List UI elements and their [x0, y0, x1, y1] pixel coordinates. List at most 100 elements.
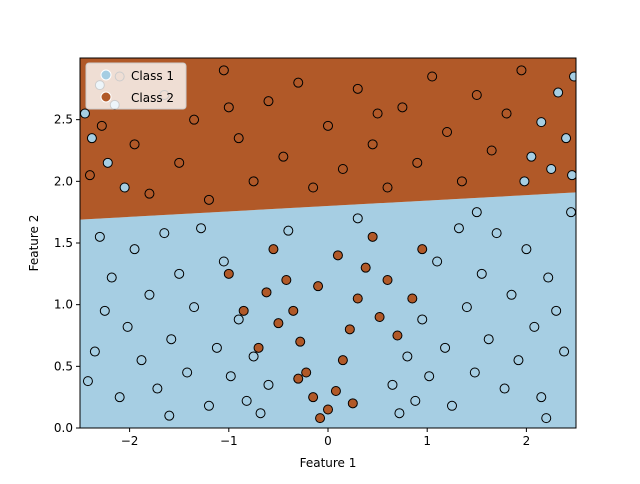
point-class-1	[233, 314, 244, 325]
point-class-2	[144, 188, 155, 199]
point-class-1	[569, 71, 576, 82]
legend: Class 1 Class 2	[85, 62, 187, 110]
point-class-2	[332, 250, 343, 261]
point-class-1	[546, 164, 557, 174]
point-class-2	[323, 404, 333, 415]
point-class-2	[397, 102, 408, 113]
point-class-1	[440, 342, 451, 353]
point-class-2	[367, 139, 378, 150]
point-class-1	[182, 367, 193, 378]
y-tick-label: 0.0	[54, 421, 73, 435]
point-class-1	[521, 244, 532, 255]
point-class-2	[347, 398, 358, 409]
point-class-2	[263, 96, 274, 107]
x-tick-label: −2	[121, 434, 139, 448]
point-class-1	[553, 87, 564, 98]
point-class-1	[159, 228, 170, 239]
point-class-1	[283, 225, 294, 236]
point-class-2	[174, 157, 185, 168]
point-class-1	[559, 346, 570, 357]
point-class-2	[323, 120, 333, 131]
point-class-1	[387, 379, 398, 390]
point-class-2	[301, 367, 312, 378]
point-class-1	[506, 289, 517, 300]
point-class-1	[248, 351, 259, 362]
point-class-1	[402, 351, 413, 362]
point-class-1	[410, 395, 421, 406]
point-class-2	[352, 293, 363, 304]
point-class-2	[407, 293, 418, 304]
point-class-1	[241, 395, 252, 406]
point-class-2	[223, 102, 234, 113]
point-class-2	[501, 108, 512, 119]
point-class-1	[166, 334, 177, 345]
point-class-1	[144, 289, 155, 300]
point-class-2	[253, 342, 264, 353]
decision-regions	[80, 58, 576, 428]
point-class-1	[218, 256, 229, 267]
point-class-1	[152, 383, 163, 394]
point-class-2	[427, 71, 438, 82]
point-class-2	[330, 386, 341, 396]
legend-label-class-2: Class 2	[131, 91, 174, 105]
point-class-1	[447, 400, 457, 411]
point-class-2	[189, 114, 200, 125]
point-class-1	[561, 133, 572, 144]
point-class-1	[453, 223, 464, 234]
point-class-2	[352, 83, 363, 94]
y-tick-label: 2.5	[54, 113, 73, 127]
point-class-1	[513, 355, 524, 366]
point-class-2	[516, 65, 527, 76]
point-class-1	[519, 176, 530, 187]
point-class-2	[456, 176, 467, 187]
point-class-1	[82, 376, 93, 387]
x-tick-label: −1	[220, 434, 238, 448]
point-class-2	[382, 182, 393, 193]
point-class-1	[417, 314, 428, 325]
point-class-2	[268, 244, 279, 255]
point-class-2	[293, 77, 304, 88]
point-class-1	[106, 272, 117, 283]
point-class-1	[424, 371, 435, 382]
point-class-1	[129, 244, 140, 255]
point-class-2	[337, 355, 348, 366]
point-class-1	[566, 207, 576, 218]
point-class-2	[372, 108, 383, 119]
point-class-1	[196, 223, 207, 234]
point-class-2	[392, 330, 403, 341]
point-class-2	[223, 268, 234, 279]
point-class-2	[233, 133, 244, 144]
point-class-2	[238, 305, 249, 316]
point-class-1	[536, 392, 547, 403]
point-class-2	[288, 305, 299, 316]
x-axis-label: Feature 1	[300, 456, 357, 470]
point-class-1	[536, 117, 547, 128]
point-class-2	[344, 324, 355, 335]
x-axis-ticks: −2 −1 0 1 2	[121, 428, 530, 448]
point-class-2	[374, 312, 385, 322]
point-class-1	[94, 231, 105, 242]
legend-label-class-1: Class 1	[131, 69, 174, 83]
point-class-1	[432, 256, 443, 267]
point-class-1	[483, 334, 494, 345]
point-class-2	[315, 413, 326, 424]
point-class-2	[382, 275, 393, 285]
point-class-1	[541, 413, 552, 424]
x-tick-label: 2	[523, 434, 531, 448]
y-tick-label: 1.5	[54, 236, 73, 250]
point-class-2	[248, 176, 259, 187]
point-class-2	[442, 127, 453, 137]
point-class-2	[203, 194, 214, 205]
point-class-2	[261, 287, 272, 298]
point-class-2	[471, 90, 482, 100]
point-class-1	[86, 133, 97, 144]
point-class-1	[394, 408, 405, 419]
y-axis-label: Feature 2	[27, 215, 41, 272]
point-class-1	[136, 355, 147, 366]
point-class-1	[476, 268, 487, 279]
x-tick-label: 0	[324, 434, 332, 448]
point-class-1	[225, 371, 236, 382]
point-class-2	[281, 275, 292, 285]
point-class-1	[491, 228, 502, 239]
